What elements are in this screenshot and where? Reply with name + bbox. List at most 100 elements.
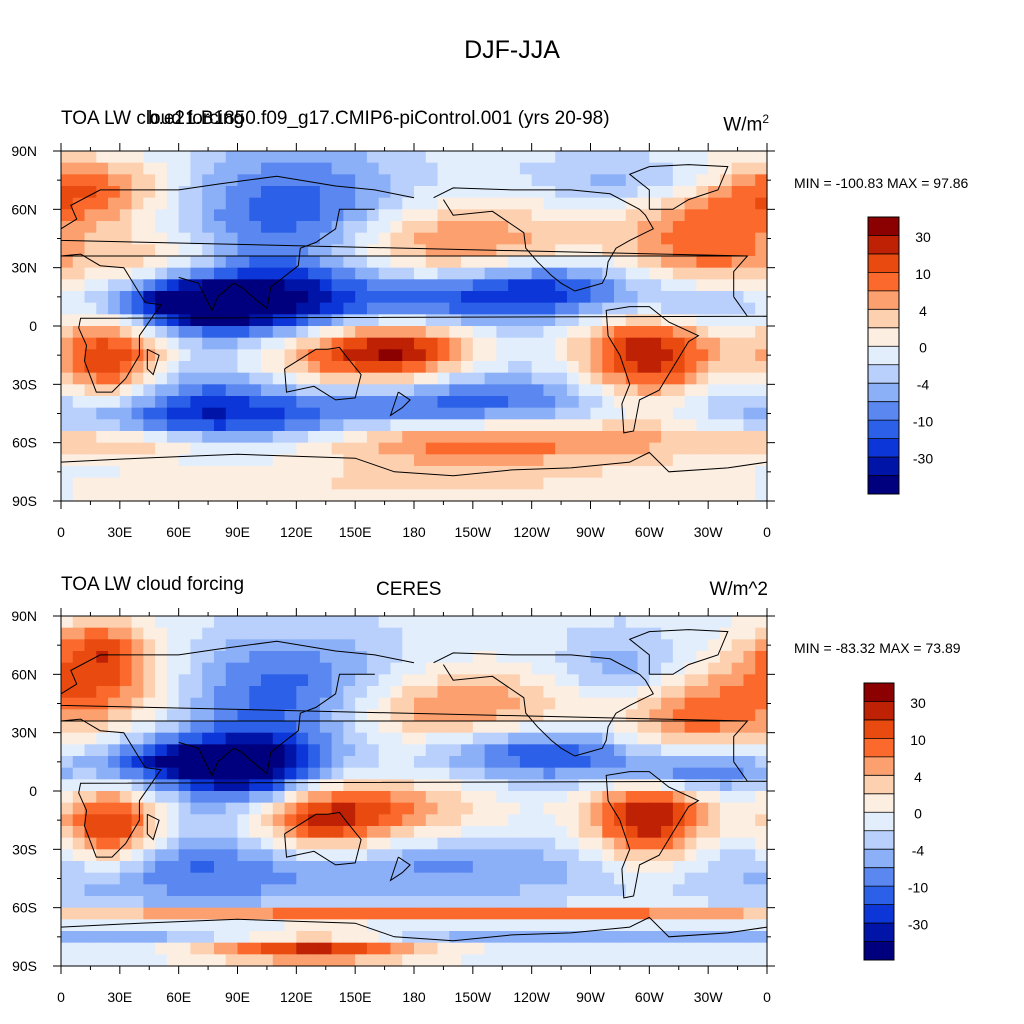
field-cell [696,477,709,490]
field-cell [449,244,462,257]
field-cell [519,384,533,397]
coastline [178,208,375,312]
field-cell [402,662,415,675]
field-cell [143,419,156,432]
field-cell [684,627,697,640]
field-cell [225,337,239,350]
field-cell [472,431,486,444]
field-cell [755,279,768,292]
field-cell [661,431,674,444]
field-cell [213,756,227,769]
field-cell [261,477,274,490]
field-cell [108,419,121,432]
field-cell [496,209,509,222]
field-cell [531,627,545,640]
field-cell [61,186,74,199]
field-cell [449,407,462,420]
field-cell [249,756,262,769]
field-cell [190,384,203,397]
field-cell [249,431,262,444]
field-cell [590,466,603,479]
field-cell [437,349,450,362]
field-cell [684,419,697,432]
field-cell [449,639,462,652]
field-cell [614,209,627,222]
field-cell [249,174,262,187]
field-cell [414,174,427,187]
field-cell [61,489,74,502]
field-cell [649,349,662,362]
field-cell [190,151,203,164]
field-cell [343,209,356,222]
field-cell [155,662,168,675]
field-cell [72,686,86,699]
field-cell [402,721,415,734]
field-cell [578,256,592,269]
field-cell [366,267,380,280]
field-cell [213,744,227,757]
field-cell [531,197,545,210]
field-cell [672,396,686,409]
field-cell [108,221,121,234]
field-cell [578,244,592,257]
field-cell [202,662,215,675]
field-cell [272,221,286,234]
field-cell [496,361,509,374]
field-cell [261,756,274,769]
field-cell [331,662,344,675]
field-cell [743,477,756,490]
field-cell [308,361,321,374]
field-cell [449,337,462,350]
field-cell [108,489,121,502]
field-cell [649,442,662,455]
field-cell [437,756,450,769]
field-cell [519,639,533,652]
field-cell [284,349,297,362]
field-cell [272,186,286,199]
field-cell [696,349,709,362]
field-cell [614,151,627,164]
field-cell [578,232,592,245]
field-cell [696,662,709,675]
field-cell [696,732,709,745]
field-cell [96,396,109,409]
field-cell [390,244,403,257]
field-cell [84,221,97,234]
field-cell [366,756,380,769]
field-cell [296,616,309,629]
field-cell [625,477,639,490]
field-cell [131,627,144,640]
field-cell [543,627,556,640]
field-cell [378,279,392,292]
field-cell [519,244,533,257]
field-cell [437,627,450,640]
field-cell [84,616,97,629]
colorbar-swatch [868,420,899,440]
field-cell [543,291,556,304]
field-cell [319,302,333,315]
field-cell [496,744,509,757]
field-cell [719,361,733,374]
field-cell [331,466,344,479]
panel2-min-max: MIN = -83.32 MAX = 73.89 [794,640,961,656]
field-cell [331,732,344,745]
field-cell [508,151,521,164]
field-cell [378,407,392,420]
field-cell [755,361,768,374]
field-cell [461,662,474,675]
field-cell [319,616,333,629]
field-cell [202,337,215,350]
field-cell [472,442,486,455]
field-cell [719,151,733,164]
field-cell [649,197,662,210]
field-cell [566,639,580,652]
panel2-left-title: TOA LW cloud forcing [61,574,245,595]
field-cell [84,732,97,745]
field-cell [390,616,403,629]
field-cell [225,744,239,757]
field-cell [625,744,639,757]
field-cell [743,232,756,245]
field-cell [731,639,745,652]
field-cell [213,674,227,687]
